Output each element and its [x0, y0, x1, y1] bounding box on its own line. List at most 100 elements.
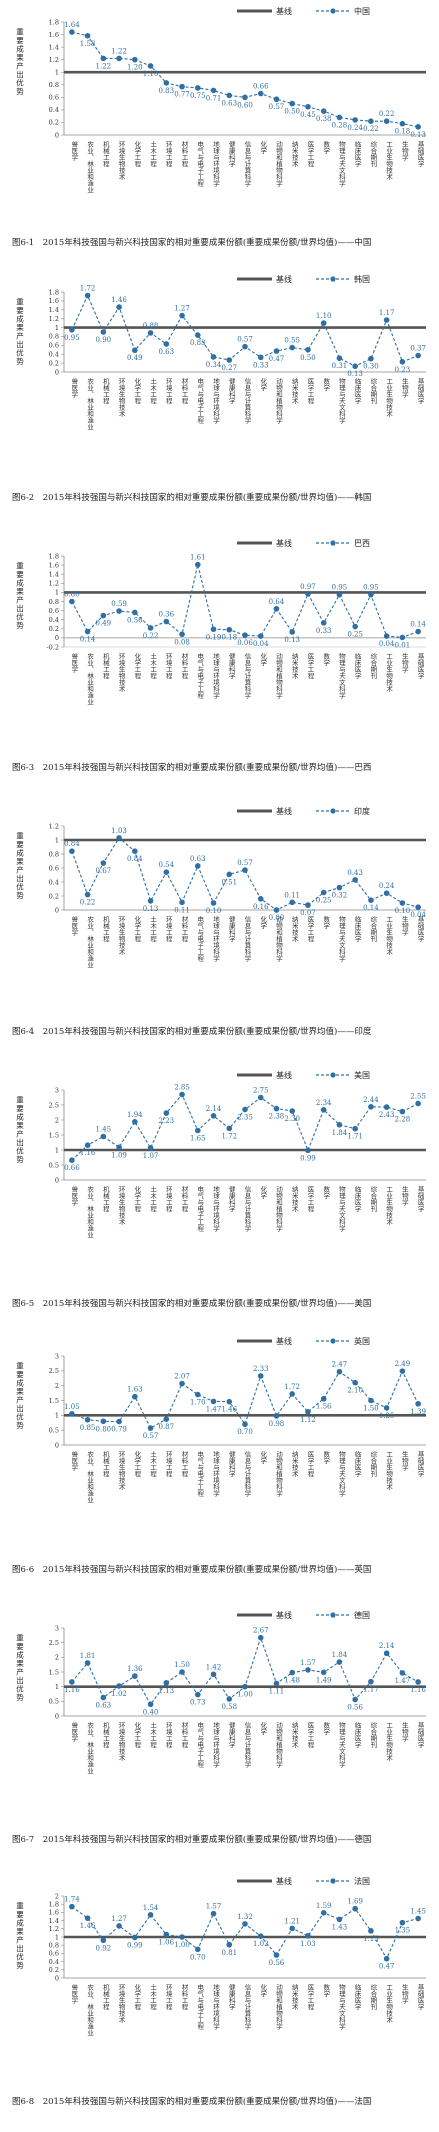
x-category-label: 兽医学: [70, 1185, 78, 1206]
data-label: 0.80: [96, 1425, 112, 1433]
x-category-label: 动物和植物科学: [274, 1186, 282, 1232]
x-category-label: 工业生物技术: [385, 1186, 393, 1226]
data-label: 0.24: [347, 124, 363, 132]
y-tick-label: 3: [55, 1624, 59, 1632]
data-label: 1.17: [363, 1686, 379, 1694]
data-point: [257, 633, 264, 639]
x-category-label: 机械工程: [101, 1721, 109, 1750]
x-category-label: 环境生物技术: [117, 378, 125, 419]
data-label: 1.56: [316, 1403, 332, 1411]
legend-baseline-label: 基线: [276, 1336, 292, 1346]
x-category-label: 地球与环境科学: [212, 1450, 220, 1497]
x-category-label: 化学工程: [133, 1983, 141, 2012]
y-tick-label: 1.4: [49, 1917, 59, 1925]
data-label: 0.99: [300, 1154, 316, 1162]
data-point: [116, 1144, 122, 1151]
data-point: [383, 1405, 390, 1411]
y-tick-label: 2: [55, 1654, 59, 1662]
data-label: 0.30: [363, 363, 379, 371]
legend-series-label: 印度: [354, 806, 370, 816]
data-point: [69, 1411, 75, 1417]
x-category-label: 生物学: [400, 377, 408, 398]
y-tick-label: 1.2: [49, 580, 59, 588]
x-category-label: 化学工程: [133, 1721, 141, 1750]
y-tick-label: -0.2: [46, 643, 59, 651]
data-label: 1.63: [127, 1386, 143, 1394]
data-point: [399, 1670, 406, 1676]
data-point: [210, 354, 217, 360]
data-point: [320, 620, 327, 626]
x-category-label: 土木工程: [149, 1983, 157, 2012]
x-category-label: 材料工程: [180, 377, 188, 406]
data-label: 1.57: [206, 1903, 222, 1911]
data-point: [210, 1671, 217, 1678]
data-label: 0.63: [96, 1702, 112, 1710]
data-label: 1.57: [300, 1659, 316, 1667]
y-tick-label: 0.2: [49, 1966, 59, 1974]
data-label: 0.37: [410, 345, 426, 353]
data-label: 0.04: [379, 640, 395, 648]
data-label: 0.08: [174, 638, 190, 646]
data-label: 1.10: [143, 70, 159, 78]
data-label: 1.61: [190, 554, 206, 562]
data-point: [100, 1694, 107, 1701]
data-point: [84, 292, 91, 299]
data-point: [84, 1915, 91, 1921]
data-point: [320, 320, 327, 326]
x-category-label: 基础医学: [416, 915, 424, 943]
data-label: 0.63: [190, 855, 206, 863]
data-point: [336, 355, 343, 362]
data-label: 1.48: [284, 1677, 300, 1685]
legend-series-label: 巴西: [354, 539, 370, 548]
data-label: 0.77: [174, 91, 190, 99]
legend-series-marker: [330, 1878, 336, 1884]
data-point: [210, 1398, 217, 1405]
data-point: [305, 1408, 311, 1415]
x-category-label: 数学: [322, 377, 330, 392]
x-category-label: 环境生物技术: [117, 1186, 125, 1227]
data-label: 0.10: [206, 907, 222, 915]
series-line: [71, 1369, 419, 1429]
legend-series-label: 法国: [354, 1876, 370, 1886]
data-label: 1.16: [410, 1686, 426, 1694]
data-point: [226, 1125, 233, 1132]
data-point: [147, 625, 154, 631]
x-category-label: 纳米技术: [290, 652, 298, 681]
x-category-label: 综合期刊: [369, 1450, 377, 1479]
y-tick-label: 0.6: [49, 342, 59, 350]
x-category-label: 临床医学: [353, 1450, 361, 1478]
legend: 基线 韩国: [237, 274, 370, 284]
x-category-label: 电气与电子工程: [196, 140, 204, 188]
y-axis-title: 重要成果产出优势: [15, 562, 24, 631]
x-category-label: 地球与环境科学: [212, 377, 220, 424]
data-label: 0.28: [332, 121, 348, 129]
x-category-label: 农业、林业和渔业: [86, 1185, 94, 1239]
data-label: 0.81: [221, 1949, 237, 1957]
x-category-label: 生物学: [400, 1721, 408, 1742]
y-tick-label: 0: [55, 131, 59, 139]
data-point: [352, 1125, 358, 1132]
data-point: [163, 1931, 170, 1938]
data-label: 0.22: [80, 899, 96, 907]
x-category-label: 土木工程: [149, 652, 157, 681]
x-category-label: 健康科学: [227, 915, 235, 943]
data-point: [226, 92, 233, 99]
x-category-label: 生物学: [400, 1185, 408, 1206]
data-label: 0.22: [379, 110, 395, 118]
data-label: 0.70: [190, 1953, 206, 1961]
x-category-label: 纳米技术: [290, 1983, 298, 2012]
data-point: [352, 877, 358, 883]
data-point: [336, 1659, 343, 1665]
data-label: 2.28: [395, 1116, 411, 1124]
data-point: [305, 1932, 311, 1939]
data-point: [69, 326, 75, 333]
data-point: [273, 1413, 280, 1419]
data-label: 1.74: [64, 1896, 80, 1904]
data-point: [273, 1952, 280, 1958]
x-category-label: 工业生物技术: [385, 653, 393, 693]
data-point: [368, 1678, 374, 1685]
data-point: [257, 1094, 264, 1101]
data-point: [84, 891, 91, 898]
legend-series-label: 英国: [354, 1336, 370, 1346]
